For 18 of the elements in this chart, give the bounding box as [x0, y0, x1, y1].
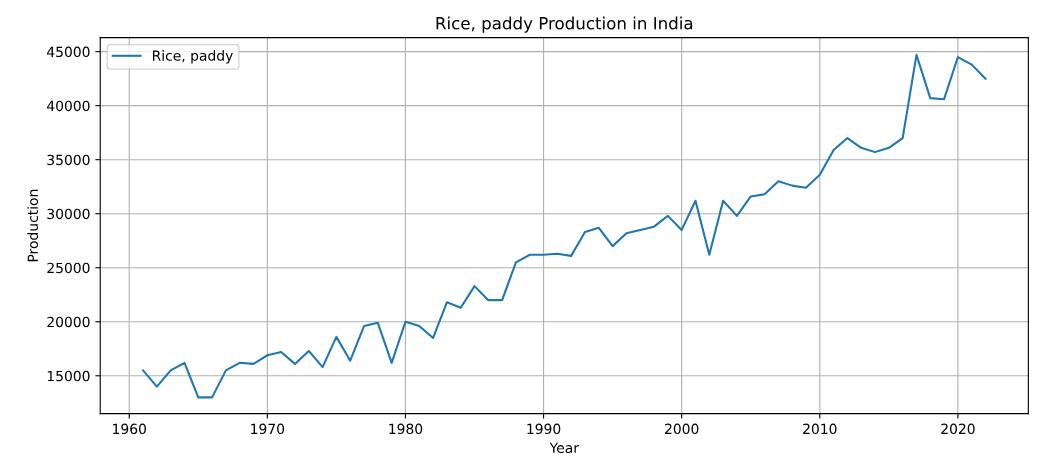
x-tick-label: 2010 — [803, 423, 837, 435]
x-tick-label: 1980 — [389, 423, 423, 435]
x-tick-label: 1970 — [251, 423, 285, 435]
y-tick-label: 20000 — [47, 316, 90, 328]
y-tick-label: 15000 — [47, 370, 90, 382]
x-tick-label: 2000 — [665, 423, 699, 435]
x-tick-label: 1990 — [527, 423, 561, 435]
y-tick-label: 25000 — [47, 262, 90, 274]
legend-label: Rice, paddy — [152, 50, 233, 64]
x-tick-label: 1960 — [113, 423, 146, 435]
y-tick-label: 40000 — [47, 100, 90, 112]
y-tick-label: 35000 — [47, 154, 90, 166]
y-axis-title: Production — [27, 189, 39, 262]
y-tick-label: 45000 — [47, 46, 90, 58]
y-tick-label: 30000 — [47, 208, 90, 220]
x-tick-label: 2020 — [941, 423, 975, 435]
x-axis-title: Year — [549, 442, 579, 454]
chart-title: Rice, paddy Production in India — [436, 16, 693, 33]
